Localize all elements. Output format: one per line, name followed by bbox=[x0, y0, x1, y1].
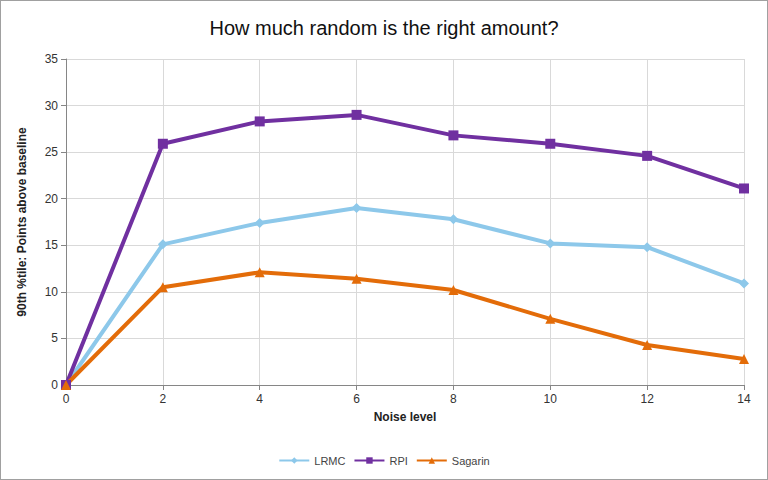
svg-text:Noise level: Noise level bbox=[374, 410, 437, 424]
svg-text:30: 30 bbox=[45, 99, 59, 113]
svg-text:35: 35 bbox=[45, 52, 59, 66]
svg-text:0: 0 bbox=[51, 378, 58, 392]
svg-text:4: 4 bbox=[256, 392, 263, 406]
svg-text:10: 10 bbox=[45, 285, 59, 299]
svg-text:15: 15 bbox=[45, 238, 59, 252]
svg-text:6: 6 bbox=[353, 392, 360, 406]
svg-text:How much random is the right a: How much random is the right amount? bbox=[209, 17, 558, 39]
svg-text:LRMC: LRMC bbox=[314, 455, 345, 467]
svg-text:25: 25 bbox=[45, 145, 59, 159]
svg-text:Sagarin: Sagarin bbox=[452, 455, 490, 467]
svg-text:8: 8 bbox=[450, 392, 457, 406]
svg-text:2: 2 bbox=[160, 392, 167, 406]
svg-text:0: 0 bbox=[63, 392, 70, 406]
svg-text:12: 12 bbox=[640, 392, 654, 406]
svg-text:14: 14 bbox=[737, 392, 751, 406]
svg-text:RPI: RPI bbox=[389, 455, 407, 467]
svg-text:90th %tile: Points above basel: 90th %tile: Points above baseline bbox=[15, 127, 29, 317]
svg-text:10: 10 bbox=[544, 392, 558, 406]
svg-text:20: 20 bbox=[45, 192, 59, 206]
svg-text:5: 5 bbox=[51, 331, 58, 345]
